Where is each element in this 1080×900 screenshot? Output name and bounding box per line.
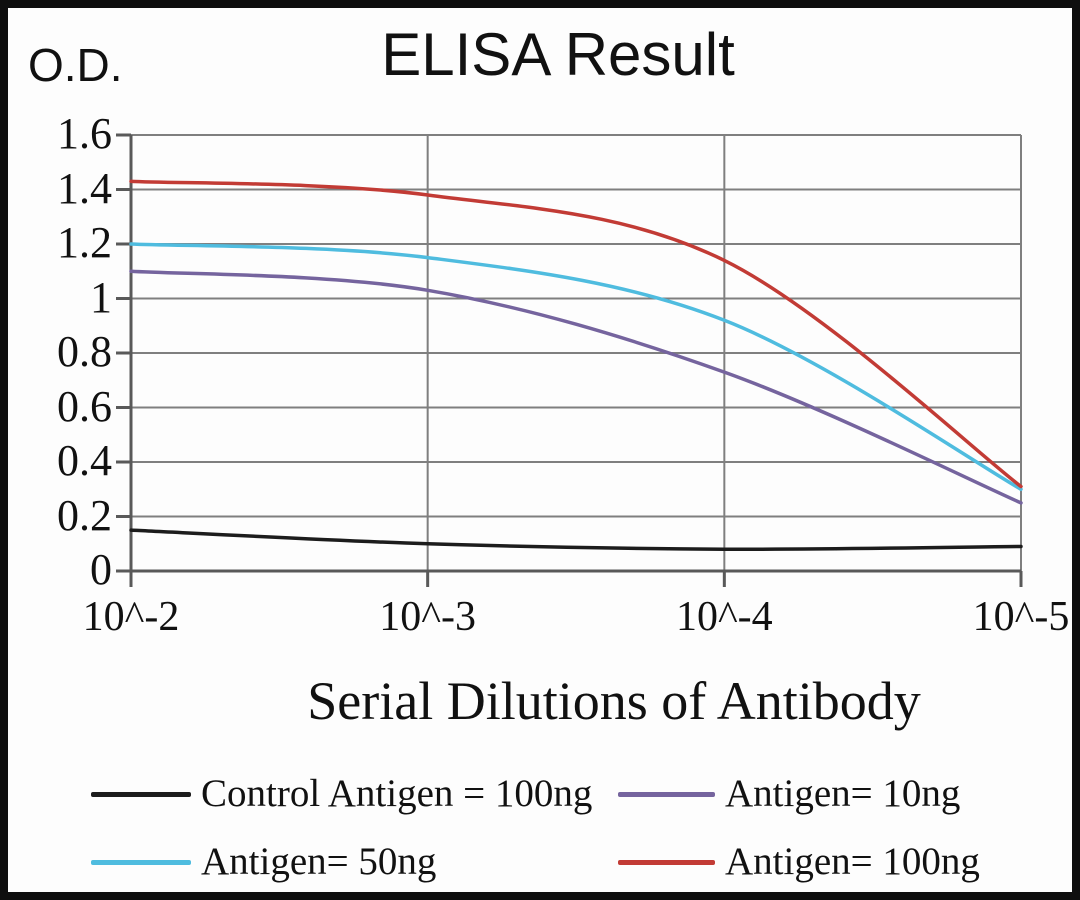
gridlines <box>130 134 1022 572</box>
y-tick-label: 0 <box>90 545 112 594</box>
legend-label: Antigen= 10ng <box>725 772 961 815</box>
legend-line-swatch <box>618 791 715 797</box>
y-tick-label: 0.2 <box>57 490 112 540</box>
legend-line-swatch <box>618 859 715 865</box>
plot-area <box>116 133 1023 587</box>
y-tick-label: 0.4 <box>57 436 112 485</box>
y-tick-label: 1.2 <box>57 218 112 267</box>
x-tick-label: 10^-2 <box>82 594 180 640</box>
x-tick-label: 10^-3 <box>379 594 476 640</box>
y-tick-label: 1.6 <box>57 109 112 158</box>
series-line-2 <box>129 242 1023 492</box>
legend-label: Antigen= 100ng <box>725 840 980 883</box>
series-line-0 <box>129 528 1023 552</box>
x-tick-label: 10^-4 <box>675 594 773 640</box>
series-curves <box>129 179 1023 552</box>
series-line-1 <box>129 269 1023 505</box>
legend-label: Control Antigen = 100ng <box>201 772 593 815</box>
y-axis-unit-label: O.D. <box>28 39 123 91</box>
legend-item: Antigen= 100ng <box>618 838 980 886</box>
legend-item: Antigen= 10ng <box>618 770 960 818</box>
legend-label: Antigen= 50ng <box>201 840 437 883</box>
axes <box>116 133 1023 587</box>
y-tick-label: 0.6 <box>57 381 112 431</box>
legend-line-swatch <box>91 791 191 797</box>
x-tick-label: 10^-5 <box>972 594 1070 640</box>
series-line-3 <box>129 179 1023 489</box>
x-axis-title: Serial Dilutions of Antibody <box>307 671 921 731</box>
y-tick-label: 0.8 <box>57 327 112 376</box>
legend-item: Antigen= 50ng <box>91 838 436 886</box>
chart-title: ELISA Result <box>381 21 735 88</box>
y-tick-label: 1 <box>90 272 112 322</box>
y-tick-label: 1.4 <box>57 163 112 213</box>
legend-item: Control Antigen = 100ng <box>91 770 592 818</box>
legend-line-swatch <box>91 859 191 865</box>
